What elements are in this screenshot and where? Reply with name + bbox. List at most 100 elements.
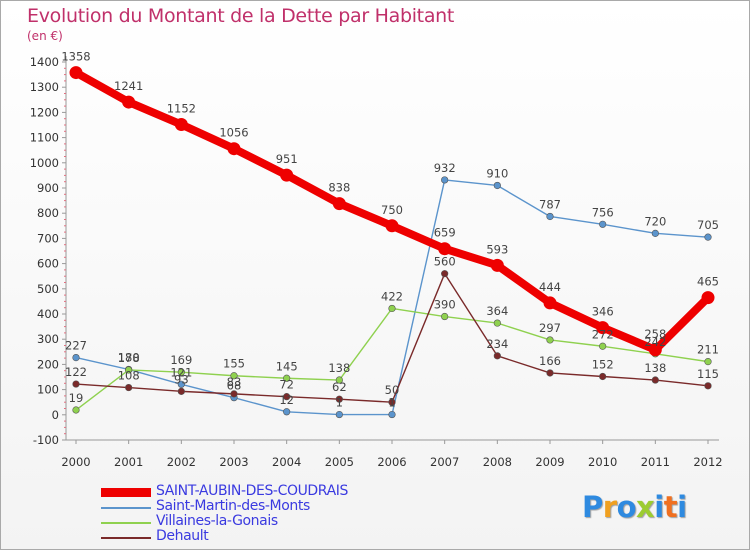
data-label: 145 [276, 359, 298, 373]
y-tick-label: 700 [37, 231, 59, 245]
chart-title: Evolution du Montant de la Dette par Hab… [27, 5, 455, 27]
data-label: 234 [486, 337, 508, 351]
x-tick-label: 2004 [272, 455, 301, 469]
data-label: 750 [381, 203, 403, 217]
data-label: 390 [434, 298, 456, 312]
data-label: 787 [539, 197, 561, 211]
y-tick-label: 0 [52, 408, 59, 422]
x-tick-label: 2003 [219, 455, 248, 469]
data-label: 178 [118, 351, 140, 365]
data-label: 227 [65, 339, 87, 353]
data-point [704, 382, 712, 390]
data-label: 1358 [61, 50, 90, 64]
y-tick-label: 400 [37, 307, 59, 321]
data-label: 108 [118, 369, 140, 383]
data-point [651, 229, 659, 237]
x-tick-label: 2001 [114, 455, 143, 469]
legend-swatch [101, 507, 151, 509]
logo-letter: P [582, 490, 603, 524]
data-label: 72 [279, 378, 294, 392]
data-label: 910 [486, 166, 508, 180]
data-point [493, 181, 501, 190]
data-label: 12 [279, 393, 294, 407]
data-point [648, 343, 662, 357]
data-point [230, 390, 238, 398]
data-label: 152 [592, 357, 614, 371]
data-point [125, 366, 133, 374]
data-label: 756 [592, 205, 614, 219]
legend-swatch [101, 522, 151, 524]
legend-label: Villaines-la-Gonais [156, 513, 278, 529]
x-tick-label: 2011 [641, 455, 670, 469]
x-tick-label: 2005 [325, 455, 354, 469]
data-point [701, 291, 715, 305]
logo-letter: o [616, 490, 637, 524]
data-point [543, 296, 557, 310]
data-point [493, 352, 501, 360]
data-label: 1152 [167, 101, 196, 115]
data-point [283, 408, 291, 416]
data-label: 951 [276, 152, 298, 166]
y-tick-label: -100 [33, 433, 59, 447]
y-tick-label: 200 [37, 357, 59, 371]
x-tick-label: 2000 [61, 455, 90, 469]
data-point [546, 369, 554, 377]
data-point [546, 336, 554, 344]
data-label: 1056 [219, 126, 248, 140]
data-label: 62 [332, 380, 347, 394]
data-point [72, 406, 80, 414]
data-point [651, 376, 659, 384]
data-point [335, 376, 343, 384]
data-point [441, 270, 449, 278]
y-tick-label: 600 [37, 257, 59, 271]
data-label: 593 [486, 242, 508, 256]
data-label: 68 [227, 379, 242, 393]
x-tick-label: 2010 [588, 455, 617, 469]
data-label: 297 [539, 321, 561, 335]
data-point [599, 372, 607, 381]
data-label: 242 [644, 335, 666, 349]
data-label: 211 [697, 343, 719, 357]
data-point [125, 383, 133, 392]
data-label: 1 [336, 396, 343, 410]
legend-swatch [101, 488, 151, 497]
y-tick-label: 900 [37, 181, 59, 195]
data-point [69, 66, 83, 80]
data-point [177, 387, 185, 395]
data-point [72, 380, 80, 388]
data-label: 364 [486, 304, 508, 318]
data-label: 346 [592, 305, 614, 319]
data-label: 138 [644, 361, 666, 375]
y-tick-label: 1100 [30, 131, 59, 145]
data-label: 444 [539, 280, 561, 294]
logo-letter: r [602, 490, 617, 524]
x-tick-label: 2007 [430, 455, 459, 469]
y-tick-label: 100 [37, 383, 59, 397]
data-point [704, 233, 712, 241]
data-point [385, 219, 399, 233]
axes: -100 0 100 200 300 400 500 600 700 800 900 1000 1100… [30, 55, 723, 469]
data-point [493, 319, 501, 327]
data-label: 1 [388, 396, 395, 410]
data-point [230, 372, 238, 380]
data-point [388, 410, 396, 419]
x-tick-label: 2008 [483, 455, 512, 469]
data-label: 258 [644, 327, 666, 341]
data-point [438, 242, 452, 256]
data-label: 122 [65, 365, 87, 379]
logo-letter: t [663, 490, 678, 524]
y-tick-label: 1200 [30, 105, 59, 119]
data-point [441, 176, 449, 184]
data-point [388, 398, 396, 406]
data-label: 180 [118, 350, 140, 364]
series-points [69, 66, 715, 419]
data-point [283, 374, 291, 382]
data-point [177, 380, 185, 388]
y-tick-label: 1400 [30, 55, 59, 69]
data-label: 272 [592, 327, 614, 341]
data-point [388, 304, 396, 313]
data-label: 705 [697, 218, 719, 232]
data-label: 560 [434, 255, 456, 269]
data-point [227, 142, 241, 156]
